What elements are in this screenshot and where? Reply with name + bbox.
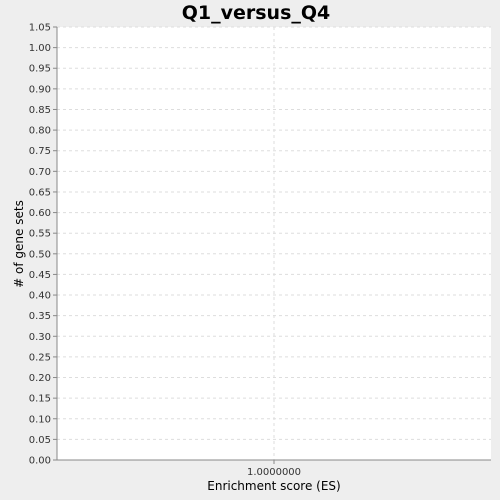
x-axis-ticks: 1.0000000 xyxy=(247,460,301,478)
y-tick-label: 0.50 xyxy=(29,249,51,260)
y-tick-label: 0.75 xyxy=(29,146,51,157)
y-tick-label: 0.85 xyxy=(29,105,51,116)
y-tick-label: 0.60 xyxy=(29,208,51,219)
y-tick-label: 0.30 xyxy=(29,332,51,343)
y-axis-ticks: 0.00 0.05 0.10 0.15 0.20 0.25 0.30 0.35 0.40 0.45… xyxy=(29,23,57,467)
y-tick-label: 0.70 xyxy=(29,167,51,178)
y-tick-label: 0.35 xyxy=(29,311,51,322)
y-axis-label: # of gene sets xyxy=(12,200,26,288)
x-axis-label: Enrichment score (ES) xyxy=(207,479,340,493)
y-tick-label: 0.65 xyxy=(29,187,51,198)
y-tick-label: 0.55 xyxy=(29,229,51,240)
y-tick-label: 0.05 xyxy=(29,435,51,446)
y-tick-label: 0.95 xyxy=(29,64,51,75)
y-tick-label: 0.40 xyxy=(29,291,51,302)
chart-title: Q1_versus_Q4 xyxy=(182,2,331,24)
y-tick-label: 0.20 xyxy=(29,373,51,384)
y-tick-label: 0.90 xyxy=(29,84,51,95)
y-tick-label: 0.15 xyxy=(29,394,51,405)
y-tick-label: 0.80 xyxy=(29,126,51,137)
y-tick-label: 0.45 xyxy=(29,270,51,281)
y-tick-label: 0.00 xyxy=(29,456,51,467)
y-tick-label: 0.10 xyxy=(29,414,51,425)
y-tick-label: 1.05 xyxy=(29,23,51,34)
y-tick-label: 1.00 xyxy=(29,43,51,54)
x-tick-label: 1.0000000 xyxy=(247,467,301,478)
y-tick-label: 0.25 xyxy=(29,352,51,363)
